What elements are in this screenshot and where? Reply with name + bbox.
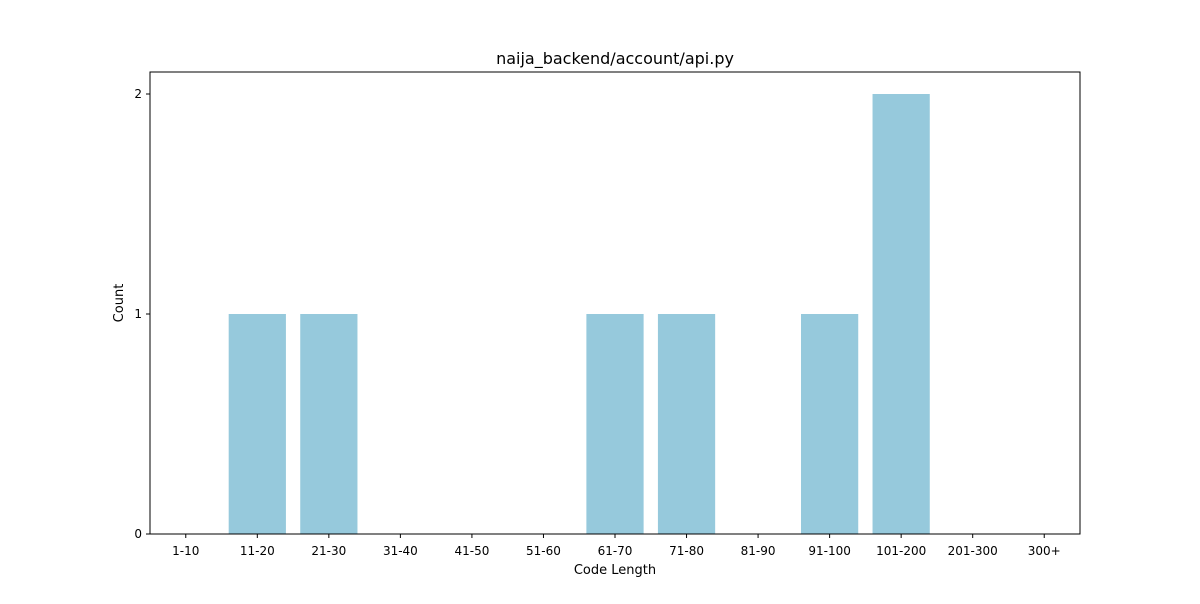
y-tick-label: 0	[134, 527, 142, 541]
y-tick-label: 1	[134, 307, 142, 321]
x-tick-label: 300+	[1028, 544, 1061, 558]
bar-91-100	[801, 314, 859, 534]
x-tick-label: 21-30	[311, 544, 346, 558]
plot-area-frame	[149, 71, 1081, 535]
bars-layer	[228, 94, 930, 534]
x-tick-label: 1-10	[172, 544, 199, 558]
x-tick-label: 51-60	[526, 544, 561, 558]
y-axis-label: Count	[112, 284, 127, 323]
x-tick-label: 81-90	[741, 544, 776, 558]
axes-layer: 1-10 11-20 21-30 31-40 41-50 51-60 61-70 71-80 8…	[134, 87, 1060, 558]
chart-title: naija_backend/account/api.py	[496, 49, 734, 69]
x-tick-label: 91-100	[808, 544, 851, 558]
x-tick-label: 71-80	[669, 544, 704, 558]
bar-101-200	[872, 94, 930, 534]
x-tick-label: 31-40	[383, 544, 418, 558]
x-tick-label: 61-70	[598, 544, 633, 558]
x-tick-label: 41-50	[454, 544, 489, 558]
x-tick-label: 101-200	[876, 544, 926, 558]
bar-21-30	[300, 314, 358, 534]
bar-11-20	[228, 314, 286, 534]
x-tick-label: 11-20	[240, 544, 275, 558]
bar-71-80	[657, 314, 716, 534]
x-axis-label: Code Length	[574, 563, 656, 578]
y-tick-label: 2	[134, 87, 142, 101]
x-tick-label: 201-300	[948, 544, 998, 558]
bar-61-70	[586, 314, 644, 534]
